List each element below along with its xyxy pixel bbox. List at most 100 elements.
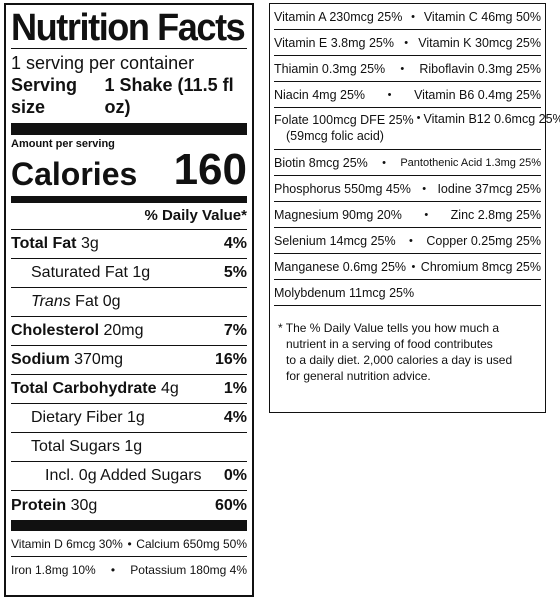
vitamin-left: Manganese 0.6mg 25% [274,259,407,274]
vitamin-left: Iron 1.8mg 10% [11,563,96,577]
calories-divider [11,196,247,203]
vitamin-left: Magnesium 90mg 20% [274,207,402,222]
nutrient-name: Total Fat [11,235,77,252]
nutrient-row-added-sugars: Incl. 0g Added Sugars 0% [11,462,247,491]
vitamin-right: Vitamin B6 0.4mg 25% [414,87,541,102]
footnote-line: nutrient in a serving of food contribute… [286,337,493,351]
vitamin-left: Selenium 14mcg 25% [274,233,396,248]
nutrient-amount: 4g [160,380,179,397]
nutrient-name: Protein [11,496,67,514]
nutrient-row-total-fat: Total Fat 3g 4% [11,230,247,259]
nutrient-amount: 1g [127,409,145,426]
bullet-icon: • [400,62,405,75]
nutrient-row-sodium: Sodium 370mg 16% [11,346,247,375]
nutrient-amount: 1g [124,438,143,455]
bullet-icon: • [416,112,421,124]
nutrient-amount: 30g [70,496,98,514]
nutrient-amount: 3g [80,235,99,252]
bullet-icon: • [110,563,116,577]
nutrient-row-saturated-fat: Saturated Fat 1g 5% [11,259,247,288]
vitamin-row: Biotin 8mcg 25% • Pantothenic Acid 1.3mg… [274,150,541,176]
vitamin-row: Molybdenum 11mcg 25% [274,280,541,306]
vitamin-right: Riboflavin 0.3mg 25% [419,61,541,76]
thick-divider [11,123,247,135]
nutrient-name: Trans [31,293,71,310]
nutrient-name-suffix: Fat [70,293,99,310]
vitamin-row: Phosphorus 550mg 45% • Iodine 37mcg 25% [274,176,541,202]
nutrient-dv: 5% [223,264,247,281]
vitamin-left: Vitamin A 230mcg 25% [274,9,403,24]
bullet-icon: • [422,182,427,195]
vitamins-minerals-panel: Vitamin A 230mcg 25% • Vitamin C 46mg 50… [269,3,560,413]
nutrient-name: Saturated Fat [31,264,128,281]
vitamin-row: Iron 1.8mg 10% • Potassium 180mg 4% [11,557,247,583]
vitamin-left: Phosphorus 550mg 45% [274,181,411,196]
bullet-icon: • [409,234,413,247]
bullet-icon: • [387,88,392,101]
nutrient-name: Sodium [11,351,70,368]
nutrient-dv: 1% [223,380,247,397]
nutrition-facts-title: Nutrition Facts [11,7,246,49]
vitamin-right: Vitamin B12 0.6mcg 25% [423,112,560,126]
nutrient-dv: 7% [223,322,247,339]
vitamin-left: Biotin 8mcg 25% [274,155,368,170]
vitamin-row: Niacin 4mg 25% • Vitamin B6 0.4mg 25% [274,82,541,108]
vitamin-right: Copper 0.25mg 25% [426,233,541,248]
vitamin-row: Thiamin 0.3mg 25% • Riboflavin 0.3mg 25% [274,56,541,82]
servings-per-container: 1 serving per container [11,53,195,73]
nutrient-amount: 1g [132,264,151,281]
serving-size-value: 1 Shake (11.5 fl oz) [104,75,234,117]
calories-value: 160 [173,145,247,194]
bullet-icon: • [404,36,409,49]
nutrient-name: Total Sugars [31,438,120,455]
bullet-icon: • [411,260,416,273]
calories-label: Calories [11,156,138,192]
vitamin-row: Magnesium 90mg 20% • Zinc 2.8mg 25% [274,202,541,228]
nutrient-name: Dietary Fiber [31,409,123,426]
nutrient-dv: 60% [214,496,247,514]
vitamin-left: Thiamin 0.3mg 25% [274,61,386,76]
nutrient-dv: 4% [223,409,247,426]
amount-per-serving: Amount per serving [11,138,115,150]
nutrient-name: Total Carbohydrate [11,380,157,397]
nutrient-amount: 0g [102,293,121,310]
nutrient-amount: 370mg [74,351,124,368]
bullet-icon: • [127,536,132,551]
bullet-icon: • [382,156,386,169]
vitamin-right: Vitamin K 30mcg 25% [418,35,541,50]
vitamin-right: Potassium 180mg 4% [130,563,247,577]
vitamin-right: Iodine 37mcg 25% [437,181,541,196]
vitamin-left: Vitamin D 6mcg 30% [11,536,123,551]
vitamin-right: Zinc 2.8mg 25% [450,207,541,222]
nutrient-row-total-carbohydrate: Total Carbohydrate 4g 1% [11,375,247,404]
vitamin-row: Manganese 0.6mg 25% • Chromium 8mcg 25% [274,254,541,280]
vitamin-right: Vitamin C 46mg 50% [423,9,541,24]
title-divider [11,48,247,49]
vitamin-row-folate: Folate 100mcg DFE 25% (59mcg folic acid)… [274,108,560,150]
footnote-line: to a daily diet. 2,000 calories a day is… [286,353,513,367]
nutrient-row-cholesterol: Cholesterol 20mg 7% [11,317,247,346]
nutrient-row-total-sugars: Total Sugars 1g [11,433,247,462]
nutrient-row-trans-fat: Trans Fat 0g [11,288,247,317]
nutrient-amount: 20mg [103,322,144,339]
vitamin-right: Calcium 650mg 50% [136,536,247,551]
vitamin-left: Folate 100mcg DFE 25% [274,113,414,127]
nutrient-dv: 16% [214,351,247,368]
vitamin-left: Vitamin E 3.8mg 25% [274,35,394,50]
vitamin-row: Vitamin E 3.8mg 25% • Vitamin K 30mcg 25… [274,30,541,56]
vitamin-row: Selenium 14mcg 25% • Copper 0.25mg 25% [274,228,541,254]
vitamin-right: Chromium 8mcg 25% [420,259,541,274]
folic-acid-note: (59mcg folic acid) [286,129,384,143]
bullet-icon: • [411,10,415,23]
vitamin-left: Molybdenum 11mcg 25% [274,285,415,300]
nutrient-name: Cholesterol [11,322,100,339]
protein-divider [11,520,247,531]
nutrient-row-protein: Protein 30g 60% [11,491,247,520]
footnote-line: * The % Daily Value tells you how much a [278,321,499,335]
serving-size-row: Serving size 1 Shake (11.5 fl oz) [11,74,247,118]
nutrient-dv: 0% [223,467,247,484]
nutrition-facts-panel: Nutrition Facts 1 serving per container … [4,3,254,597]
nutrient-row-dietary-fiber: Dietary Fiber 1g 4% [11,404,247,433]
nutrient-name: Incl. 0g Added Sugars [45,467,202,484]
bullet-icon: • [424,208,429,221]
